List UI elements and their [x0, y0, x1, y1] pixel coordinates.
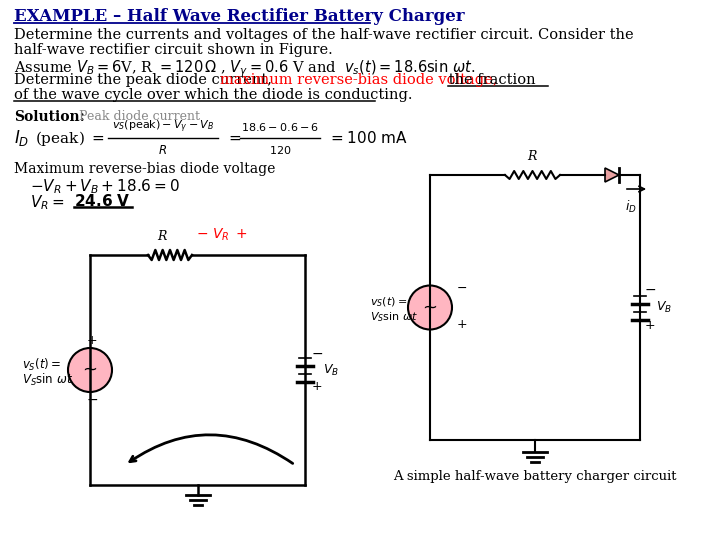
Text: the fraction: the fraction	[444, 73, 536, 87]
Text: R: R	[157, 230, 167, 243]
Text: ~: ~	[423, 299, 438, 316]
Text: $V_S\sin\,\omega t$: $V_S\sin\,\omega t$	[370, 310, 418, 325]
Text: −: −	[311, 347, 323, 361]
Text: of the wave cycle over which the diode is conducting.: of the wave cycle over which the diode i…	[14, 88, 413, 102]
Text: Peak diode current: Peak diode current	[75, 110, 200, 123]
Text: $v_S\mathrm{(peak)}-V_\gamma-V_B$: $v_S\mathrm{(peak)}-V_\gamma-V_B$	[112, 119, 214, 135]
Text: Determine the currents and voltages of the half-wave rectifier circuit. Consider: Determine the currents and voltages of t…	[14, 28, 634, 42]
Text: $-\ V_R\ +$: $-\ V_R\ +$	[196, 227, 248, 243]
Text: half-wave rectifier circuit shown in Figure.: half-wave rectifier circuit shown in Fig…	[14, 43, 333, 57]
Text: Maximum reverse-bias diode voltage: Maximum reverse-bias diode voltage	[14, 162, 275, 176]
Text: Assume $V_B = 6$V, R $= 120\,\Omega$ , $V_\gamma = 0.6$ V and  $v_s(t) = 18.6\si: Assume $V_B = 6$V, R $= 120\,\Omega$ , $…	[14, 58, 475, 79]
Text: $18.6-0.6-6$: $18.6-0.6-6$	[241, 121, 319, 133]
Text: −: −	[86, 393, 98, 407]
Text: $I_D$: $I_D$	[14, 128, 30, 148]
Text: $\mathbf{24.6\ V}$: $\mathbf{24.6\ V}$	[74, 193, 130, 209]
Text: (peak) $=$: (peak) $=$	[35, 129, 105, 147]
Text: Solution:: Solution:	[14, 110, 85, 124]
Text: $V_B$: $V_B$	[323, 362, 339, 377]
Text: $V_S\sin\,\omega t$: $V_S\sin\,\omega t$	[22, 372, 73, 388]
Text: −: −	[644, 282, 656, 296]
Text: $120$: $120$	[269, 144, 291, 156]
Text: $-V_R + V_B + 18.6 = 0$: $-V_R + V_B + 18.6 = 0$	[30, 177, 180, 195]
Text: $v_S(t) =$: $v_S(t) =$	[370, 296, 408, 309]
Text: ~: ~	[83, 361, 97, 379]
Text: maximum reverse-bias diode voltage,: maximum reverse-bias diode voltage,	[220, 73, 498, 87]
Text: +: +	[86, 334, 97, 347]
Text: $i_D$: $i_D$	[625, 199, 637, 215]
Text: +: +	[457, 318, 467, 331]
Text: EXAMPLE – Half Wave Rectifier Battery Charger: EXAMPLE – Half Wave Rectifier Battery Ch…	[14, 8, 464, 25]
Text: −: −	[457, 282, 467, 295]
Text: +: +	[644, 319, 655, 332]
Text: +: +	[312, 380, 323, 393]
Polygon shape	[605, 168, 619, 182]
Text: $=$: $=$	[226, 131, 242, 145]
Text: $R$: $R$	[158, 144, 168, 157]
Circle shape	[68, 348, 112, 392]
Circle shape	[408, 286, 452, 329]
Text: $V_R =$: $V_R =$	[30, 193, 64, 212]
Text: $V_B$: $V_B$	[656, 300, 672, 315]
Text: A simple half-wave battery charger circuit: A simple half-wave battery charger circu…	[393, 470, 677, 483]
Text: R: R	[527, 150, 536, 163]
Text: Determine the peak diode current,: Determine the peak diode current,	[14, 73, 276, 87]
Text: $v_S(t) =$: $v_S(t) =$	[22, 357, 61, 373]
Text: $= 100\ \mathrm{mA}$: $= 100\ \mathrm{mA}$	[328, 130, 408, 146]
